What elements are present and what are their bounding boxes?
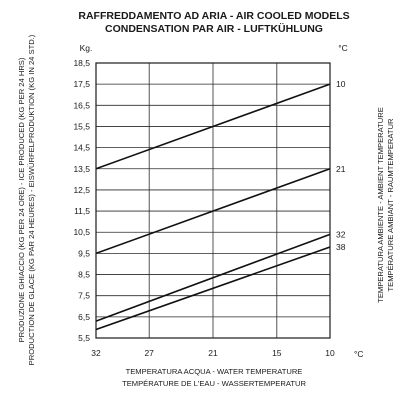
x-tick-label: 32 xyxy=(91,348,101,358)
series-labels: 10 21 32 38 xyxy=(336,79,346,252)
series-line-32 xyxy=(95,233,331,322)
y-tick-label: 11,5 xyxy=(74,206,90,216)
x-tick-labels: 32 27 21 15 10 xyxy=(91,348,335,358)
y-tick-label: 17,5 xyxy=(73,79,90,89)
y-tick-label: 13,5 xyxy=(73,164,90,174)
y-axis-label: PRODUZIONE GHIACCIO (KG PER 24 ORE) - IC… xyxy=(17,34,36,365)
x-tick-label: 21 xyxy=(208,348,218,358)
series-lines xyxy=(95,83,331,331)
series-label-10: 10 xyxy=(336,79,346,89)
x-unit: °C xyxy=(354,349,364,359)
series-label-21: 21 xyxy=(336,164,346,174)
chart-title-line2: CONDENSATION PAR AIR - LUFTKÜHLUNG xyxy=(105,22,323,35)
y-tick-label: 18,5 xyxy=(73,58,90,68)
series-line-10 xyxy=(95,83,331,170)
series-label-32: 32 xyxy=(336,229,346,239)
x-axis-label-line2: TEMPÉRATURE DE L'EAU - WASSERTEMPERATUR xyxy=(122,379,306,388)
series-label-38: 38 xyxy=(336,242,346,252)
series-line-38 xyxy=(95,246,331,331)
grid xyxy=(95,62,331,339)
y-tick-label: 9,5 xyxy=(78,248,90,258)
right-axis-label-line2: TEMPÉRATURE AMBIANT - RAUMTEMPERATUR xyxy=(386,118,395,291)
plot-frame xyxy=(95,62,331,339)
y-tick-label: 8,5 xyxy=(78,270,90,280)
x-axis-label-line1: TEMPERATURA ACQUA - WATER TEMPERATURE xyxy=(126,367,303,376)
y-axis-label-line1: PRODUZIONE GHIACCIO (KG PER 24 ORE) - IC… xyxy=(17,57,26,342)
right-axis-label-line1: TEMPERATURA AMBIENTE - AMBIENT TEMPERATU… xyxy=(376,107,385,303)
y-tick-label: 16,5 xyxy=(73,100,90,110)
legend-unit: °C xyxy=(338,43,348,53)
y-tick-labels: 5,5 6,5 7,5 8,5 9,5 10,5 11,5 12,5 13,5 14,5 15,5 1… xyxy=(73,58,90,343)
y-tick-label: 6,5 xyxy=(78,312,90,322)
y-unit: Kg. xyxy=(80,43,93,53)
x-tick-label: 10 xyxy=(325,348,335,358)
y-axis-label-line2: PRODUCTION DE GLACE (KG PAR 24 HEURES) -… xyxy=(27,34,36,365)
right-axis-label: TEMPERATURA AMBIENTE - AMBIENT TEMPERATU… xyxy=(376,107,395,303)
x-tick-label: 27 xyxy=(144,348,154,358)
y-tick-label: 15,5 xyxy=(73,121,90,131)
y-tick-label: 12,5 xyxy=(73,185,90,195)
series-line-21 xyxy=(95,168,331,255)
y-tick-label: 10,5 xyxy=(73,227,90,237)
chart-title-line1: RAFFREDDAMENTO AD ARIA - AIR COOLED MODE… xyxy=(78,10,349,22)
y-tick-label: 7,5 xyxy=(78,291,90,301)
y-tick-label: 14,5 xyxy=(73,143,90,153)
x-tick-label: 15 xyxy=(272,348,282,358)
y-tick-label: 5,5 xyxy=(78,333,90,343)
